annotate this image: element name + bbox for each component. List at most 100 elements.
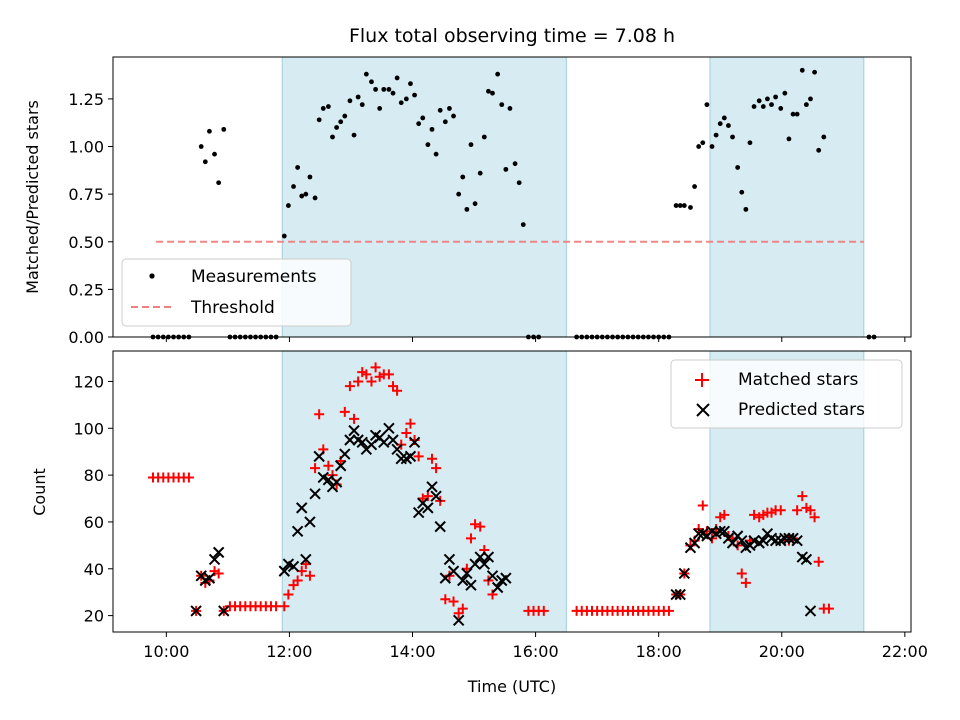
measurement-point [692, 184, 697, 189]
measurement-point [307, 174, 313, 180]
measurement-point [495, 71, 501, 77]
measurement-point [735, 165, 741, 170]
matched-star-point [213, 568, 224, 579]
predicted-star-point [674, 588, 686, 601]
measurement-point [351, 132, 357, 138]
x-tick-label: 22:00 [882, 642, 928, 661]
matched-star-point [697, 500, 708, 511]
matched-star-point [792, 505, 803, 516]
measurement-point [359, 102, 365, 108]
measurement-point [808, 96, 813, 102]
matched-star-point [749, 509, 760, 520]
legend-threshold-label: Threshold [190, 298, 275, 318]
measurement-point [363, 71, 369, 77]
predicted-star-point [339, 448, 351, 460]
matched-star-point [366, 376, 377, 387]
measurement-point [295, 165, 301, 170]
predicted-star-point [408, 436, 421, 449]
matched-star-point [392, 385, 403, 396]
measurement-point [709, 144, 715, 149]
measurement-point [338, 119, 344, 125]
predicted-star-point [313, 450, 325, 463]
predicted-star-point [474, 551, 486, 563]
y-tick-label: 20 [84, 607, 104, 626]
measurement-point [369, 79, 374, 85]
measurement-point [696, 144, 702, 149]
matched-star-point [823, 603, 834, 614]
predicted-star-point [718, 525, 731, 538]
measurement-point [216, 180, 222, 186]
matched-star-point [470, 519, 481, 530]
measurement-point [778, 106, 784, 111]
measurement-point [490, 90, 495, 96]
measurement-point [516, 180, 522, 186]
predicted-star-point [278, 565, 291, 577]
measurement-point [325, 104, 331, 109]
measurement-point [773, 94, 779, 100]
predicted-star-point [322, 474, 335, 486]
measurement-point [198, 144, 204, 149]
matched-star-point [283, 589, 294, 600]
measurement-point [451, 113, 456, 119]
predicted-star-point [287, 560, 300, 573]
measurement-point [460, 174, 466, 180]
matched-star-point [448, 596, 459, 607]
x-tick-label: 16:00 [513, 642, 559, 661]
measurement-point [700, 140, 706, 146]
predicted-star-point [296, 502, 308, 514]
measurement-point [456, 191, 462, 197]
matched-star-point [813, 556, 824, 567]
predicted-stars-points [190, 422, 817, 626]
predicted-star-point [783, 532, 795, 545]
measurement-point [821, 134, 827, 140]
matched-star-point [422, 491, 433, 502]
measurement-point [726, 123, 731, 128]
measurement-point [347, 98, 353, 104]
bottom-y-axis-ticks: 20 40 60 80 100 120 [73, 372, 113, 626]
measurement-point [739, 189, 745, 195]
predicted-star-point [430, 490, 442, 502]
measurement-point [760, 104, 766, 109]
measurement-point [390, 90, 396, 96]
measurement-point [403, 96, 409, 102]
measurement-point [743, 206, 749, 212]
x-tick-label: 18:00 [636, 642, 682, 661]
measurement-point [408, 81, 413, 87]
matched-star-point [487, 589, 498, 600]
top-plot-frame [112, 56, 912, 338]
predicted-star-point [692, 527, 705, 540]
predicted-star-point [422, 502, 434, 514]
predicted-star-point [482, 551, 495, 563]
measurement-point [437, 107, 443, 113]
matched-star-point [353, 376, 364, 387]
matched-star-point [426, 453, 437, 464]
matched-star-point [809, 512, 820, 523]
measurement-point [377, 106, 383, 111]
predicted-star-point [218, 605, 230, 617]
measurement-point [790, 111, 796, 117]
predicted-star-point [383, 422, 395, 434]
matched-star-point [797, 491, 808, 502]
matched-star-point [349, 413, 360, 424]
measurement-point [751, 104, 757, 109]
y-tick-label: 1.25 [68, 90, 104, 109]
legend-matched-label: Matched stars [738, 370, 858, 390]
predicted-star-point [670, 588, 682, 601]
measurement-point [207, 128, 212, 134]
measurement-point [291, 184, 296, 189]
predicted-star-point [457, 574, 469, 587]
predicted-star-point [736, 534, 748, 547]
measurement-point [481, 134, 487, 140]
matched-star-point [663, 605, 674, 616]
measurement-point [334, 125, 340, 130]
measurement-point [782, 90, 788, 96]
top-legend-box [121, 258, 352, 327]
measurement-point [442, 119, 448, 125]
matched-star-point [538, 605, 549, 616]
measurement-point [704, 102, 710, 108]
measurement-point [299, 193, 305, 199]
bottom-legend-box [670, 359, 903, 429]
measurement-point [373, 86, 378, 92]
measurement-point [468, 142, 474, 148]
matched-star-point [805, 505, 816, 516]
